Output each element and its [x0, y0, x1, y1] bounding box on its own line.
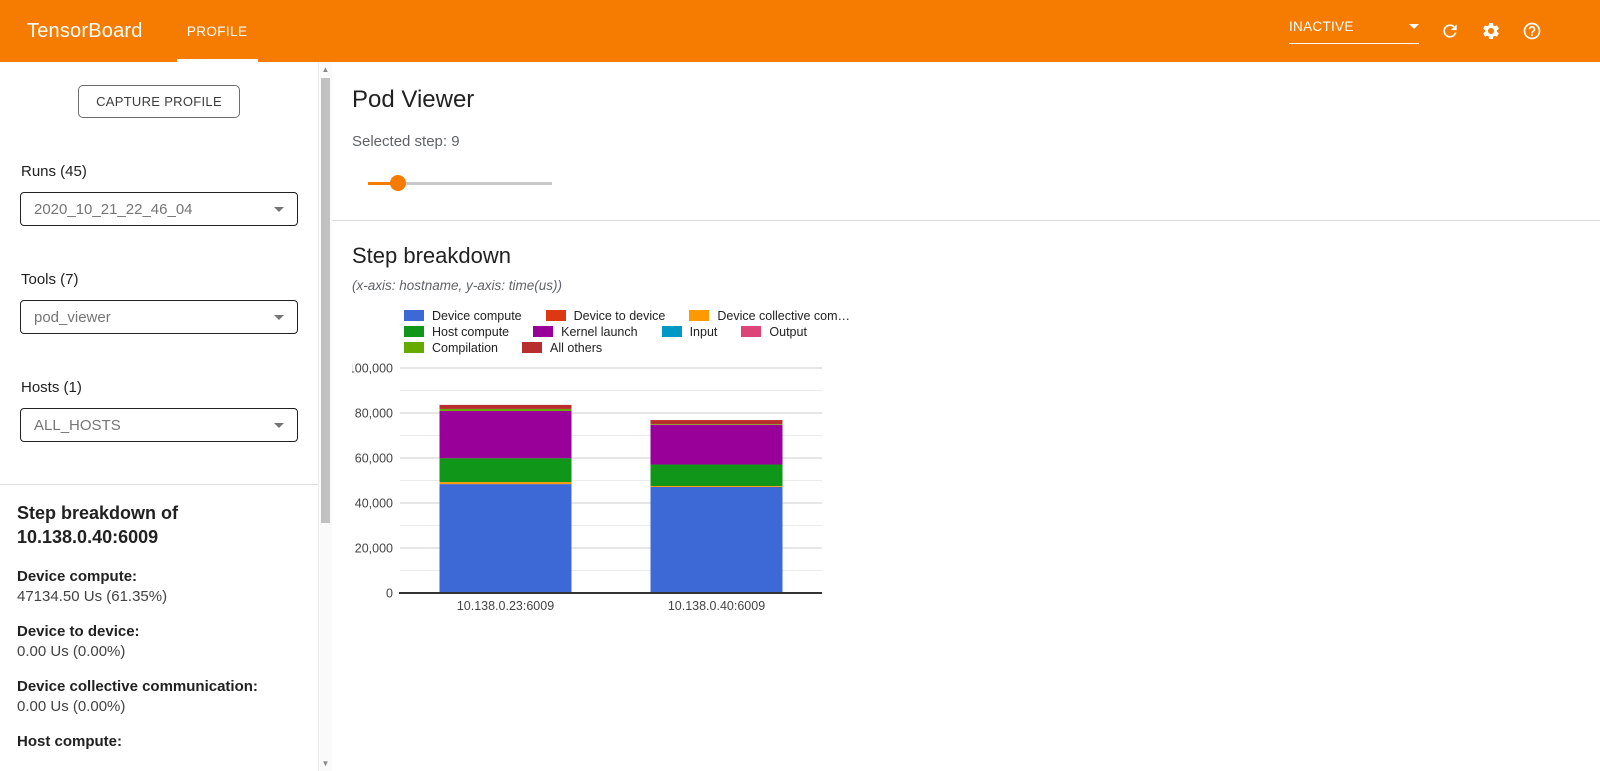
bar-segment-host-compute[interactable] — [650, 464, 783, 487]
scroll-up-icon[interactable]: ▲ — [321, 65, 330, 74]
bar-segment-device-collective-communication[interactable] — [439, 482, 572, 485]
hosts-dropdown-value: ALL_HOSTS — [34, 416, 121, 434]
hosts-dropdown[interactable]: ALL_HOSTS — [20, 408, 298, 442]
chevron-down-icon — [274, 206, 284, 212]
reload-icon[interactable] — [1440, 21, 1460, 41]
runs-dropdown[interactable]: 2020_10_21_22_46_04 — [20, 192, 298, 226]
y-axis-tick-label: 0 — [386, 587, 393, 601]
sidebar-scrollbar[interactable]: ▲ ▼ — [318, 62, 332, 771]
legend-item: Compilation — [404, 341, 498, 355]
bar-segment-kernel-launch[interactable] — [439, 410, 572, 459]
y-axis-tick-label: 100,000 — [352, 362, 393, 376]
section-divider — [332, 220, 1600, 221]
chevron-down-icon — [274, 314, 284, 320]
stat-host-compute: Host compute: — [17, 732, 122, 750]
app-header: TensorBoard PROFILE INACTIVE — [0, 0, 1600, 62]
x-axis-category-label: 10.138.0.23:6009 — [457, 599, 554, 611]
capture-profile-button[interactable]: CAPTURE PROFILE — [78, 85, 240, 118]
legend-label: Kernel launch — [561, 324, 638, 339]
bar-segment-device-compute[interactable] — [650, 486, 783, 593]
y-axis-tick-label: 20,000 — [355, 542, 393, 556]
legend-swatch-icon — [533, 326, 554, 337]
section-subtitle: (x-axis: hostname, y-axis: time(us)) — [352, 278, 563, 293]
stat-device-collective: Device collective communication: 0.00 Us… — [17, 677, 258, 715]
bar-segment-all-others[interactable] — [439, 404, 572, 409]
legend-row: Compilation All others — [404, 340, 1600, 355]
tab-active-underline — [176, 59, 258, 62]
legend-swatch-icon — [741, 326, 762, 337]
chevron-down-icon — [1409, 23, 1419, 29]
x-axis-category-label: 10.138.0.40:6009 — [668, 599, 765, 611]
step-slider[interactable] — [368, 175, 552, 191]
y-axis-tick-label: 40,000 — [355, 497, 393, 511]
stacked-bar-chart: 0 20,000 40,000 60,000 80,000 100,000 10.138.0… — [348, 362, 822, 613]
sidebar-divider — [0, 484, 318, 485]
tools-dropdown[interactable]: pod_viewer — [20, 300, 298, 334]
bar-segment-all-others[interactable] — [650, 420, 783, 425]
y-axis-tick-label: 60,000 — [355, 452, 393, 466]
legend-item: Host compute — [404, 325, 509, 339]
slider-fill — [368, 182, 398, 185]
bar-segment-compilation[interactable] — [439, 408, 572, 411]
legend-row: Device compute Device to device Device col… — [404, 308, 1600, 323]
step-breakdown-chart: Device compute Device to device Device col… — [348, 308, 1600, 616]
legend-item: All others — [522, 341, 602, 355]
bar-segment-device-compute[interactable] — [439, 484, 572, 593]
y-axis-tick-label: 80,000 — [355, 407, 393, 421]
app-title: TensorBoard — [27, 19, 143, 42]
legend-swatch-icon — [404, 310, 424, 321]
scrollbar-thumb[interactable] — [321, 78, 330, 523]
section-title: Step breakdown — [352, 243, 511, 268]
sidebar: CAPTURE PROFILE Runs (45) 2020_10_21_22_… — [0, 62, 318, 771]
legend-label: Output — [769, 324, 807, 339]
legend-label: All others — [550, 340, 603, 355]
slider-thumb[interactable] — [389, 175, 406, 191]
legend-item: Kernel launch — [533, 324, 638, 339]
tools-dropdown-value: pod_viewer — [34, 308, 111, 326]
step-breakdown-details: Step breakdown of 10.138.0.40:6009 Devic… — [0, 485, 318, 750]
chevron-down-icon — [274, 422, 284, 428]
stat-device-compute: Device compute: 47134.50 Us (61.35%) — [17, 567, 168, 605]
legend-label: Input — [689, 324, 718, 339]
chart-legend: Device compute Device to device Device col… — [404, 308, 1600, 355]
legend-item: Device collective com… — [689, 309, 850, 323]
legend-label: Host compute — [432, 324, 510, 339]
legend-item: Device to device — [545, 308, 666, 323]
bar-segment-compilation[interactable] — [650, 424, 783, 425]
status-dropdown-value: INACTIVE — [1289, 18, 1354, 34]
legend-swatch-icon — [404, 326, 424, 337]
bar-segment-device-collective-communication[interactable] — [650, 486, 783, 487]
legend-swatch-icon — [545, 310, 566, 321]
runs-label: Runs (45) — [21, 163, 87, 180]
tab-profile-label: PROFILE — [186, 23, 248, 39]
legend-swatch-icon — [661, 326, 682, 337]
legend-swatch-icon — [404, 342, 424, 353]
legend-item: Device compute — [404, 309, 522, 323]
legend-label: Compilation — [432, 340, 499, 355]
hosts-label: Hosts (1) — [21, 379, 82, 396]
legend-label: Device compute — [432, 308, 522, 323]
main-content: Pod Viewer Selected step: 9 Step breakdo… — [332, 62, 1600, 771]
bar-segment-host-compute[interactable] — [439, 458, 572, 483]
tools-label: Tools (7) — [21, 271, 79, 288]
slider-track[interactable] — [368, 182, 552, 185]
tab-profile[interactable]: PROFILE — [176, 0, 258, 62]
details-heading: Step breakdown of 10.138.0.40:6009 — [17, 503, 179, 547]
legend-swatch-icon — [689, 310, 710, 321]
legend-item: Output — [741, 325, 807, 339]
page-title: Pod Viewer — [352, 86, 475, 113]
help-icon[interactable] — [1522, 21, 1542, 41]
stat-device-to-device: Device to device: 0.00 Us (0.00%) — [17, 622, 140, 660]
legend-label: Device to device — [573, 308, 666, 323]
settings-gear-icon[interactable] — [1481, 21, 1501, 41]
legend-swatch-icon — [522, 342, 543, 353]
legend-row: Host compute Kernel launch Input Output — [404, 324, 1600, 339]
status-dropdown[interactable]: INACTIVE — [1289, 19, 1419, 44]
scroll-down-icon[interactable]: ▼ — [321, 759, 330, 768]
runs-dropdown-value: 2020_10_21_22_46_04 — [34, 200, 193, 218]
legend-label: Device collective com… — [717, 308, 851, 323]
legend-item: Input — [661, 324, 718, 339]
selected-step-label: Selected step: 9 — [352, 133, 460, 150]
bar-segment-kernel-launch[interactable] — [650, 424, 783, 465]
